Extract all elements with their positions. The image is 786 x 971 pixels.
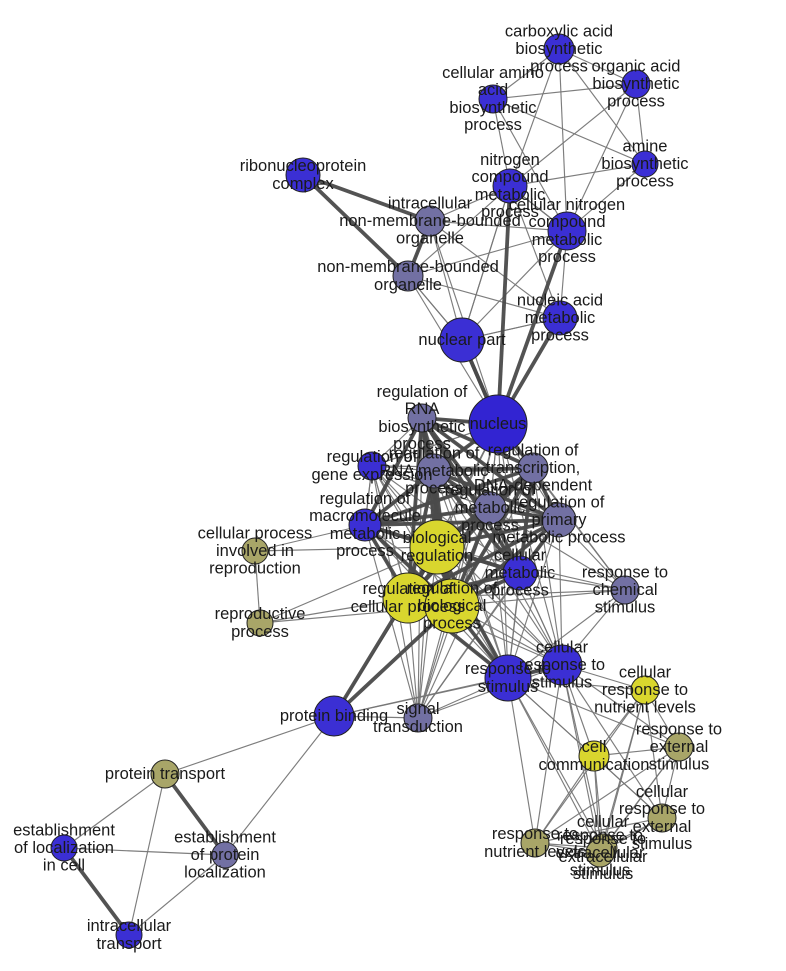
svg-text:nuclear part: nuclear part xyxy=(418,331,506,349)
svg-text:cellular process: cellular process xyxy=(198,525,313,543)
svg-text:RNA metabolic: RNA metabolic xyxy=(379,462,488,480)
svg-text:nucleic acid: nucleic acid xyxy=(517,292,603,310)
svg-text:non-membrane-bounded: non-membrane-bounded xyxy=(339,212,521,230)
svg-text:regulation of: regulation of xyxy=(445,482,536,500)
svg-text:of localization: of localization xyxy=(14,839,114,857)
svg-text:stimulus: stimulus xyxy=(595,599,656,617)
svg-text:external: external xyxy=(650,738,709,756)
svg-text:involved in: involved in xyxy=(216,542,294,560)
svg-text:process: process xyxy=(231,623,289,641)
svg-text:metabolic: metabolic xyxy=(330,525,401,543)
svg-text:response to: response to xyxy=(619,800,705,818)
svg-text:nitrogen: nitrogen xyxy=(480,151,540,169)
svg-text:process: process xyxy=(616,173,674,191)
svg-text:regulation of: regulation of xyxy=(389,445,480,463)
svg-text:process: process xyxy=(423,615,481,633)
svg-text:reproduction: reproduction xyxy=(209,560,301,578)
svg-text:macromolecule: macromolecule xyxy=(309,507,421,525)
svg-text:biosynthetic: biosynthetic xyxy=(515,40,602,58)
svg-text:non-membrane-bounded: non-membrane-bounded xyxy=(317,258,499,276)
svg-text:protein transport: protein transport xyxy=(105,765,226,783)
svg-text:organelle: organelle xyxy=(396,230,464,248)
svg-text:intracellular: intracellular xyxy=(388,195,473,213)
svg-text:complex: complex xyxy=(272,175,334,193)
svg-text:metabolic: metabolic xyxy=(525,309,596,327)
svg-text:transduction: transduction xyxy=(373,718,463,736)
svg-text:process: process xyxy=(461,517,519,535)
svg-text:organic acid: organic acid xyxy=(592,58,681,76)
svg-text:of protein: of protein xyxy=(191,846,260,864)
svg-text:stimulus: stimulus xyxy=(570,862,631,880)
svg-text:cellular nitrogen: cellular nitrogen xyxy=(509,196,625,214)
svg-text:cellular: cellular xyxy=(536,639,589,657)
svg-text:process: process xyxy=(531,327,589,345)
svg-text:RNA: RNA xyxy=(405,400,440,418)
svg-text:ribonucleoprotein: ribonucleoprotein xyxy=(240,157,367,175)
svg-text:process: process xyxy=(607,93,665,111)
svg-text:stimulus: stimulus xyxy=(478,678,539,696)
svg-text:process: process xyxy=(538,248,596,266)
svg-text:communication: communication xyxy=(539,756,650,774)
svg-text:compound: compound xyxy=(471,168,548,186)
svg-text:reproductive: reproductive xyxy=(215,605,306,623)
svg-text:response to: response to xyxy=(602,681,688,699)
svg-text:response to: response to xyxy=(465,660,551,678)
svg-text:process: process xyxy=(464,116,522,134)
svg-text:signal: signal xyxy=(396,700,439,718)
svg-text:carboxylic acid: carboxylic acid xyxy=(505,23,613,41)
svg-text:amine: amine xyxy=(623,138,668,156)
svg-text:acid: acid xyxy=(478,81,508,99)
svg-text:process: process xyxy=(491,582,549,600)
svg-text:primary: primary xyxy=(531,511,587,529)
svg-text:cellular amino: cellular amino xyxy=(442,64,544,82)
svg-text:cellular: cellular xyxy=(636,783,689,801)
svg-text:compound: compound xyxy=(528,213,605,231)
svg-text:nutrient levels: nutrient levels xyxy=(594,699,696,717)
svg-text:regulation of: regulation of xyxy=(320,490,411,508)
svg-text:process: process xyxy=(336,542,394,560)
svg-text:stimulus: stimulus xyxy=(649,756,710,774)
svg-text:chemical: chemical xyxy=(592,581,657,599)
svg-text:establishment: establishment xyxy=(174,829,276,847)
svg-text:cellular: cellular xyxy=(619,664,672,682)
svg-text:transport: transport xyxy=(96,935,162,953)
svg-text:biosynthetic: biosynthetic xyxy=(592,75,679,93)
svg-text:cellular: cellular xyxy=(494,547,547,565)
svg-text:nucleus: nucleus xyxy=(470,415,527,433)
svg-text:regulation of: regulation of xyxy=(488,442,579,460)
svg-text:biosynthetic: biosynthetic xyxy=(449,99,536,117)
svg-text:protein binding: protein binding xyxy=(280,707,388,725)
svg-text:biosynthetic: biosynthetic xyxy=(601,155,688,173)
svg-text:biological: biological xyxy=(418,597,487,615)
svg-text:extracellular: extracellular xyxy=(556,844,645,862)
svg-text:response to: response to xyxy=(557,827,643,845)
svg-text:response to: response to xyxy=(582,564,668,582)
svg-text:metabolic: metabolic xyxy=(532,231,603,249)
svg-text:in cell: in cell xyxy=(43,857,85,875)
svg-text:intracellular: intracellular xyxy=(87,917,172,935)
svg-text:biosynthetic: biosynthetic xyxy=(378,418,465,436)
svg-text:organelle: organelle xyxy=(374,276,442,294)
svg-text:metabolic: metabolic xyxy=(455,499,526,517)
svg-text:regulation of: regulation of xyxy=(377,383,468,401)
svg-text:cell: cell xyxy=(582,738,607,756)
svg-text:establishment: establishment xyxy=(13,822,115,840)
svg-text:regulation: regulation xyxy=(401,547,473,565)
svg-text:localization: localization xyxy=(184,864,266,882)
svg-text:regulation of: regulation of xyxy=(407,580,498,598)
svg-text:transcription,: transcription, xyxy=(486,459,580,477)
svg-text:response to: response to xyxy=(636,721,722,739)
